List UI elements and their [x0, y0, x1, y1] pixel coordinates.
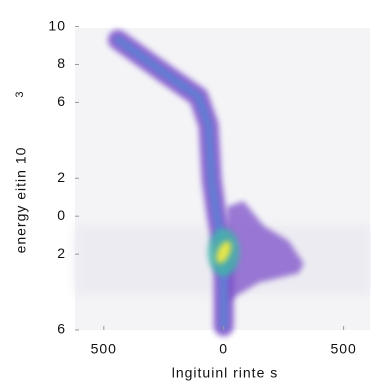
y-axis-label: energy eitin 10 — [13, 147, 29, 254]
y-tick-label: 2 — [57, 169, 66, 185]
y-tick-label: 0 — [57, 207, 66, 223]
x-axis-label: lngituinl rinte s — [172, 365, 279, 381]
ridge-inner — [114, 36, 228, 330]
y-tick-label: 6 — [57, 93, 66, 109]
y-tick-label: 2 — [57, 245, 66, 261]
y-tick-label: 8 — [57, 55, 66, 71]
y-tick-label: 6 — [57, 321, 66, 337]
x-tick-label: 0 — [219, 341, 228, 357]
y-tick-label: 10 — [48, 17, 66, 33]
x-tick-label: 500 — [330, 341, 356, 357]
lobe-area — [226, 201, 304, 302]
y-axis-label-superscript: 3 — [14, 90, 26, 97]
peak — [216, 241, 232, 264]
x-tick-label: 500 — [91, 341, 117, 357]
